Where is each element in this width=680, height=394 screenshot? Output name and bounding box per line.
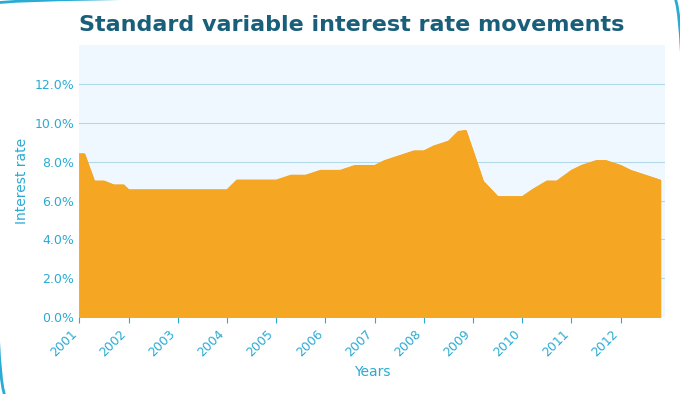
X-axis label: Years: Years [354,365,390,379]
Text: Standard variable interest rate movements: Standard variable interest rate movement… [80,15,625,35]
Y-axis label: Interest rate: Interest rate [15,138,29,224]
